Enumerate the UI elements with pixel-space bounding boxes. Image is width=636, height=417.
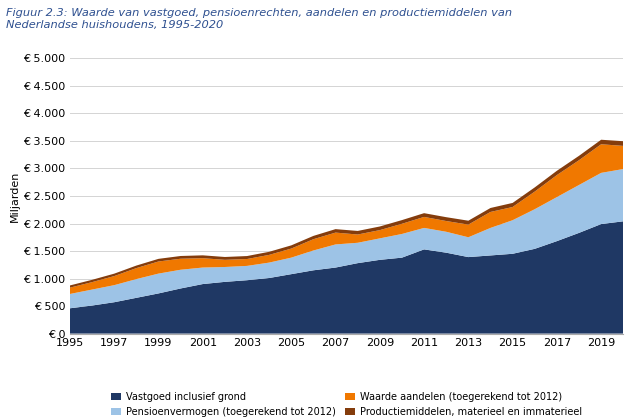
Text: Figuur 2.3: Waarde van vastgoed, pensioenrechten, aandelen en productiemiddelen : Figuur 2.3: Waarde van vastgoed, pensioe…: [6, 8, 513, 30]
Legend: Vastgoed inclusief grond, Pensioenvermogen (toegerekend tot 2012), Waarde aandel: Vastgoed inclusief grond, Pensioenvermog…: [107, 388, 586, 417]
Y-axis label: Miljarden: Miljarden: [10, 170, 20, 222]
